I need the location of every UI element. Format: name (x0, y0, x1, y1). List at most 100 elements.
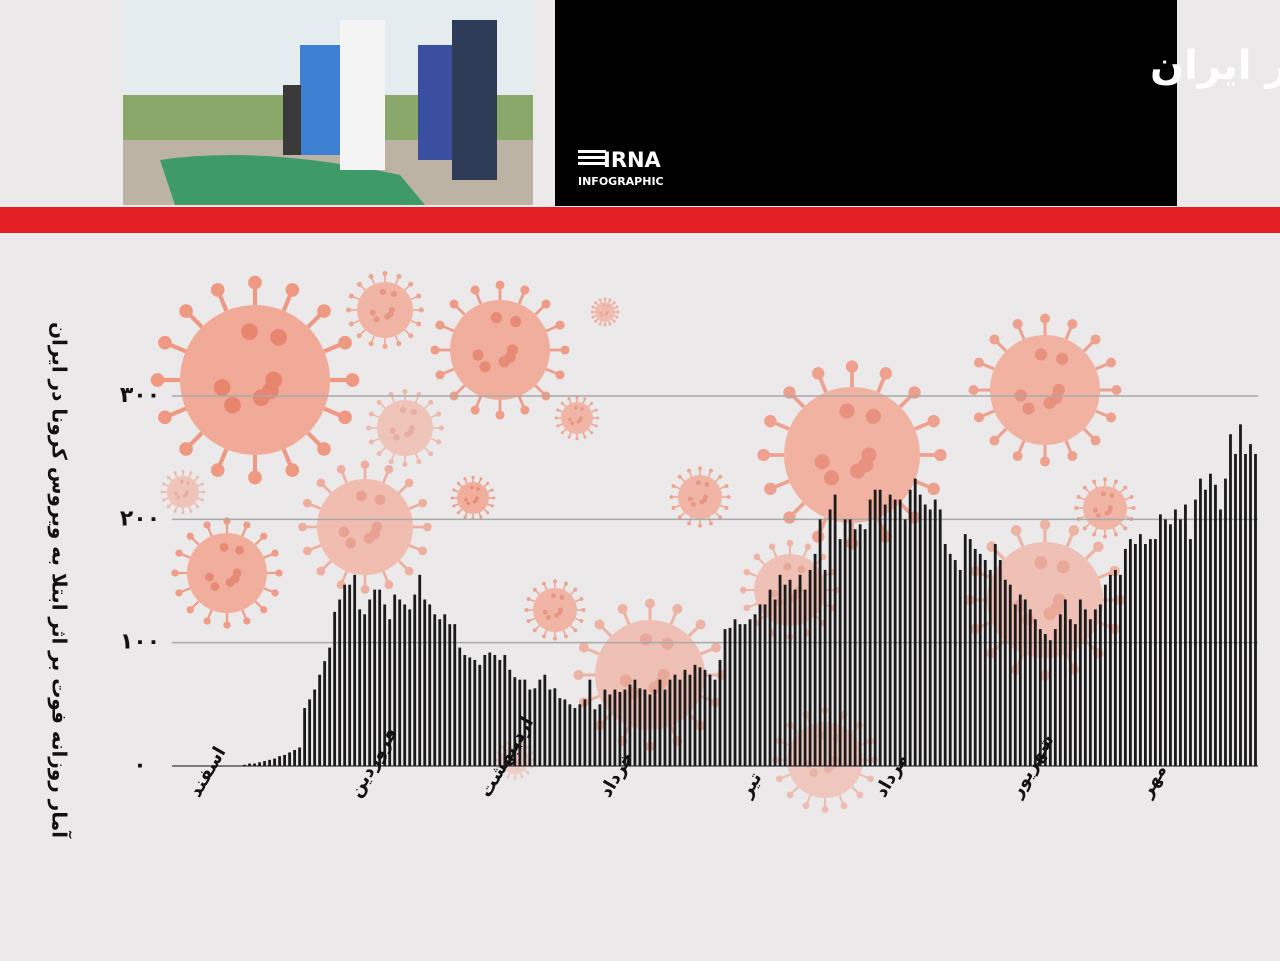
virus-spike-tip (430, 345, 440, 355)
virus-spike-tip (1113, 479, 1118, 484)
logo-subtext: INFOGRAPHIC (578, 175, 664, 188)
virus-spike-tip (158, 410, 172, 425)
virus-body (167, 476, 199, 508)
bar (333, 611, 337, 766)
virus-spike-tip (677, 515, 682, 520)
virus-spike-tip (186, 606, 194, 614)
virus-icon (160, 469, 206, 515)
virus-spike-tip (764, 414, 777, 428)
virus-dot (252, 389, 270, 407)
virus-dot (390, 290, 397, 298)
virus-spike-tip (603, 323, 607, 327)
bar (1038, 629, 1042, 766)
virus-spike-tip (402, 389, 408, 395)
bar (458, 647, 462, 766)
bar (563, 699, 567, 766)
virus-spike-tip (200, 498, 204, 502)
bar (993, 544, 997, 766)
virus-spike-tip (150, 373, 165, 387)
bar (828, 509, 832, 766)
virus-spike-tip (479, 477, 483, 481)
virus-spike-tip (617, 603, 628, 614)
virus-spike-tip (563, 581, 568, 586)
virus-dot (498, 356, 510, 368)
virus-spike (507, 772, 511, 778)
virus-dot (205, 572, 214, 582)
virus-spike-tip (202, 490, 206, 494)
virus-spike-tip (189, 509, 193, 513)
bar (303, 708, 307, 766)
bar (1138, 534, 1142, 766)
virus-spike-tip (418, 498, 428, 508)
virus-spike-tip (603, 297, 607, 301)
bar (843, 519, 847, 766)
virus-spike-tip (541, 299, 551, 309)
bar (293, 749, 297, 766)
bar (468, 657, 472, 766)
virus-spike-tip (203, 617, 211, 625)
virus-dot (1056, 560, 1070, 574)
virus-spike (501, 769, 506, 774)
bar (513, 677, 517, 766)
virus-dot (604, 313, 607, 316)
virus-dot (1109, 493, 1115, 498)
bar (413, 594, 417, 766)
virus-spike-tip (563, 634, 568, 639)
virus-spike-tip (724, 484, 729, 489)
bar (583, 699, 587, 766)
virus-dot (603, 304, 606, 307)
bar (358, 609, 362, 766)
virus-body (784, 387, 920, 523)
bar (478, 664, 482, 766)
virus-spike-tip (396, 273, 402, 279)
virus-dot (568, 417, 572, 422)
virus-dot (1034, 348, 1048, 361)
virus-spike-tip (845, 360, 859, 373)
virus-spike-tip (271, 549, 279, 557)
virus-dot (384, 313, 391, 320)
virus-dot (619, 674, 632, 687)
virus-spike-tip (1106, 357, 1117, 368)
virus-dot (600, 314, 604, 317)
bar (1169, 524, 1172, 766)
virus-body (180, 305, 330, 455)
bar (388, 619, 392, 766)
virus-spike-tip (513, 776, 517, 780)
virus-spike-tip (336, 464, 346, 474)
bar (933, 499, 937, 766)
x-tick-label: مرداد (871, 750, 913, 801)
bar (383, 604, 387, 766)
bar (1164, 519, 1167, 766)
bar (688, 674, 692, 766)
virus-spike-tip (1082, 526, 1087, 531)
virus-spike-tip (376, 399, 382, 405)
bar (1053, 629, 1057, 766)
bar (528, 689, 532, 766)
y-axis-title: آمار روزانه فوت بر اثر ابتلا به ویروس کر… (48, 322, 73, 839)
virus-dot (570, 421, 574, 426)
virus-spike-tip (285, 463, 300, 477)
virus-dot (770, 589, 779, 598)
virus-spike-tip (1103, 477, 1107, 482)
bar (1128, 539, 1132, 766)
virus-spike-tip (435, 320, 445, 330)
bar (453, 624, 457, 766)
virus-spike-tip (456, 511, 460, 515)
virus-spike-tip (711, 642, 722, 653)
virus-spike-tip (210, 283, 225, 297)
bar (733, 619, 737, 766)
virus-dot (224, 396, 241, 414)
bar (533, 688, 537, 766)
virus-spike-tip (366, 425, 372, 431)
virus-spike-tip (396, 341, 402, 347)
bar (938, 509, 942, 766)
bar (508, 669, 512, 766)
virus-spike-tip (786, 791, 794, 799)
virus-spike (789, 786, 799, 796)
bar (1179, 519, 1182, 766)
bar (638, 688, 642, 766)
bar (723, 629, 727, 766)
bar (433, 614, 437, 766)
bar (753, 614, 757, 766)
virus-spike-tip (840, 802, 848, 810)
